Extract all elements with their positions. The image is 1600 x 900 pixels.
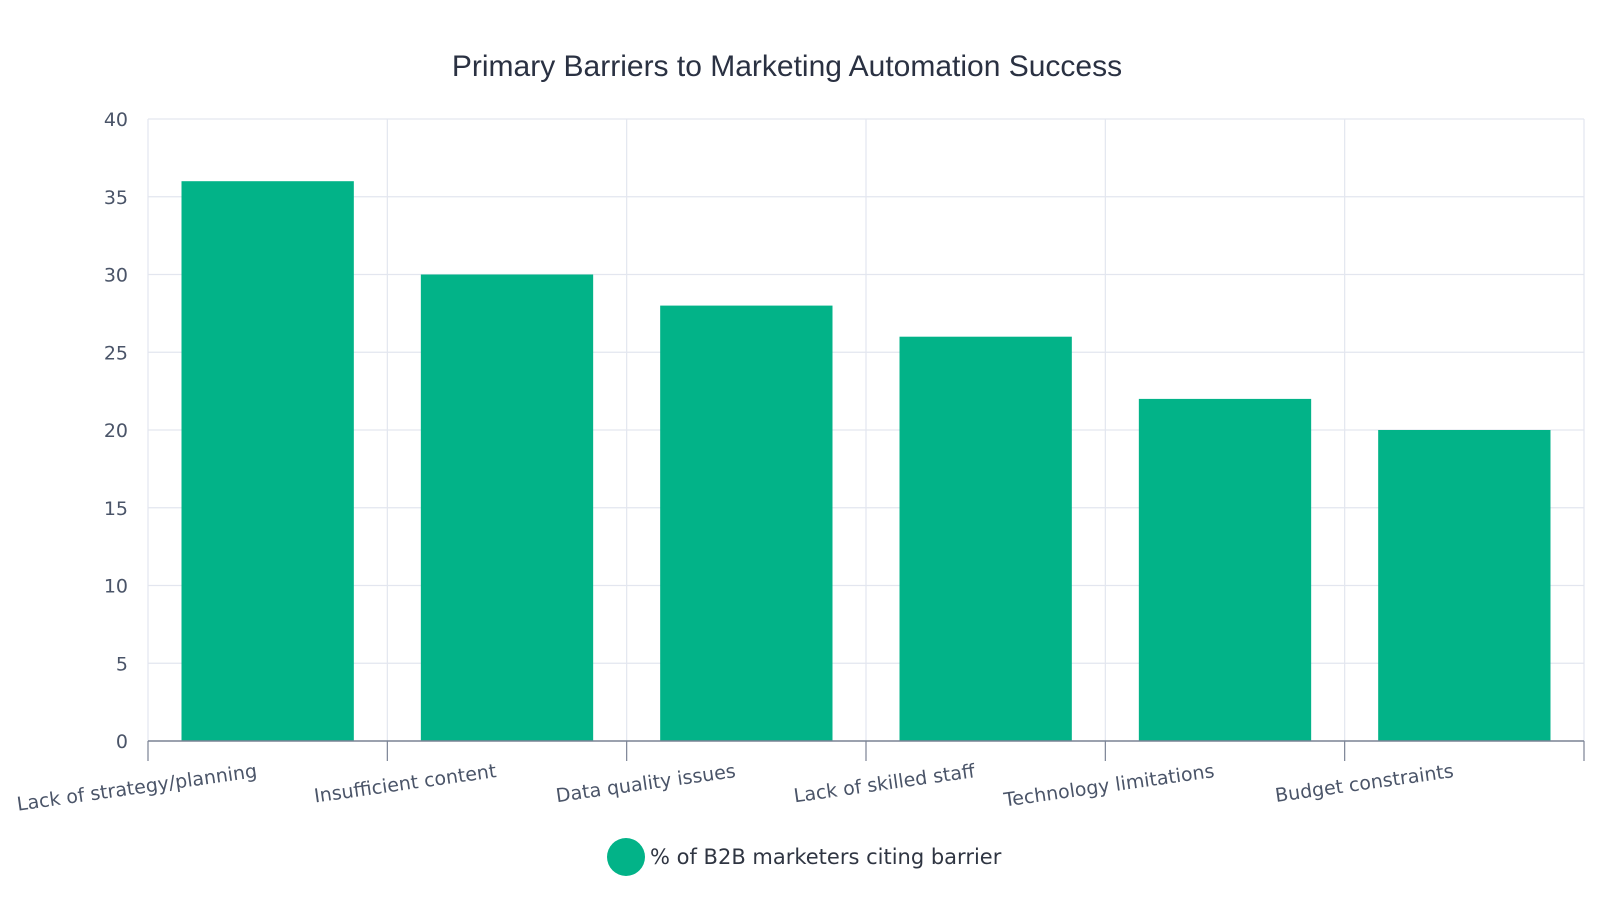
y-tick-label: 10: [104, 576, 128, 598]
legend-swatch: [607, 838, 645, 876]
bar-lack-of-strategy-planning[interactable]: [181, 181, 354, 741]
y-tick-label: 0: [116, 731, 128, 753]
bar-budget-constraints[interactable]: [1378, 430, 1551, 741]
legend-label: % of B2B marketers citing barrier: [650, 845, 1002, 869]
x-tick-labels: Lack of strategy/planning Insufficient co…: [15, 760, 1455, 816]
x-tick-label: Data quality issues: [555, 760, 737, 807]
x-tick-label: Technology limitations: [1002, 760, 1216, 811]
y-tick-label: 30: [104, 265, 128, 287]
axis-layer: [147, 740, 1585, 761]
bar-insufficient-content[interactable]: [420, 274, 594, 742]
y-tick-label: 20: [104, 420, 128, 442]
y-tick-label: 15: [104, 498, 128, 520]
x-tick-label: Lack of skilled staff: [792, 760, 977, 807]
y-tick-label: 5: [116, 653, 128, 675]
y-tick-labels: 0 5 10 15 20 25 30 35 40: [104, 109, 128, 753]
y-tick-label: 25: [104, 342, 128, 364]
y-tick-label: 40: [104, 109, 128, 131]
bars-layer: [181, 181, 1551, 742]
y-tick-label: 35: [104, 187, 128, 209]
x-tick-label: Budget constraints: [1274, 760, 1455, 807]
grid-layer: [147, 118, 1585, 741]
bar-technology-limitations[interactable]: [1138, 398, 1312, 741]
bar-data-quality-issues[interactable]: [660, 305, 833, 741]
legend[interactable]: % of B2B marketers citing barrier: [607, 838, 1002, 876]
chart-title: Primary Barriers to Marketing Automation…: [452, 50, 1122, 83]
bar-lack-of-skilled-staff[interactable]: [899, 336, 1072, 741]
x-tick-label: Insufficient content: [313, 760, 498, 807]
x-tick-label: Lack of strategy/planning: [15, 760, 258, 815]
